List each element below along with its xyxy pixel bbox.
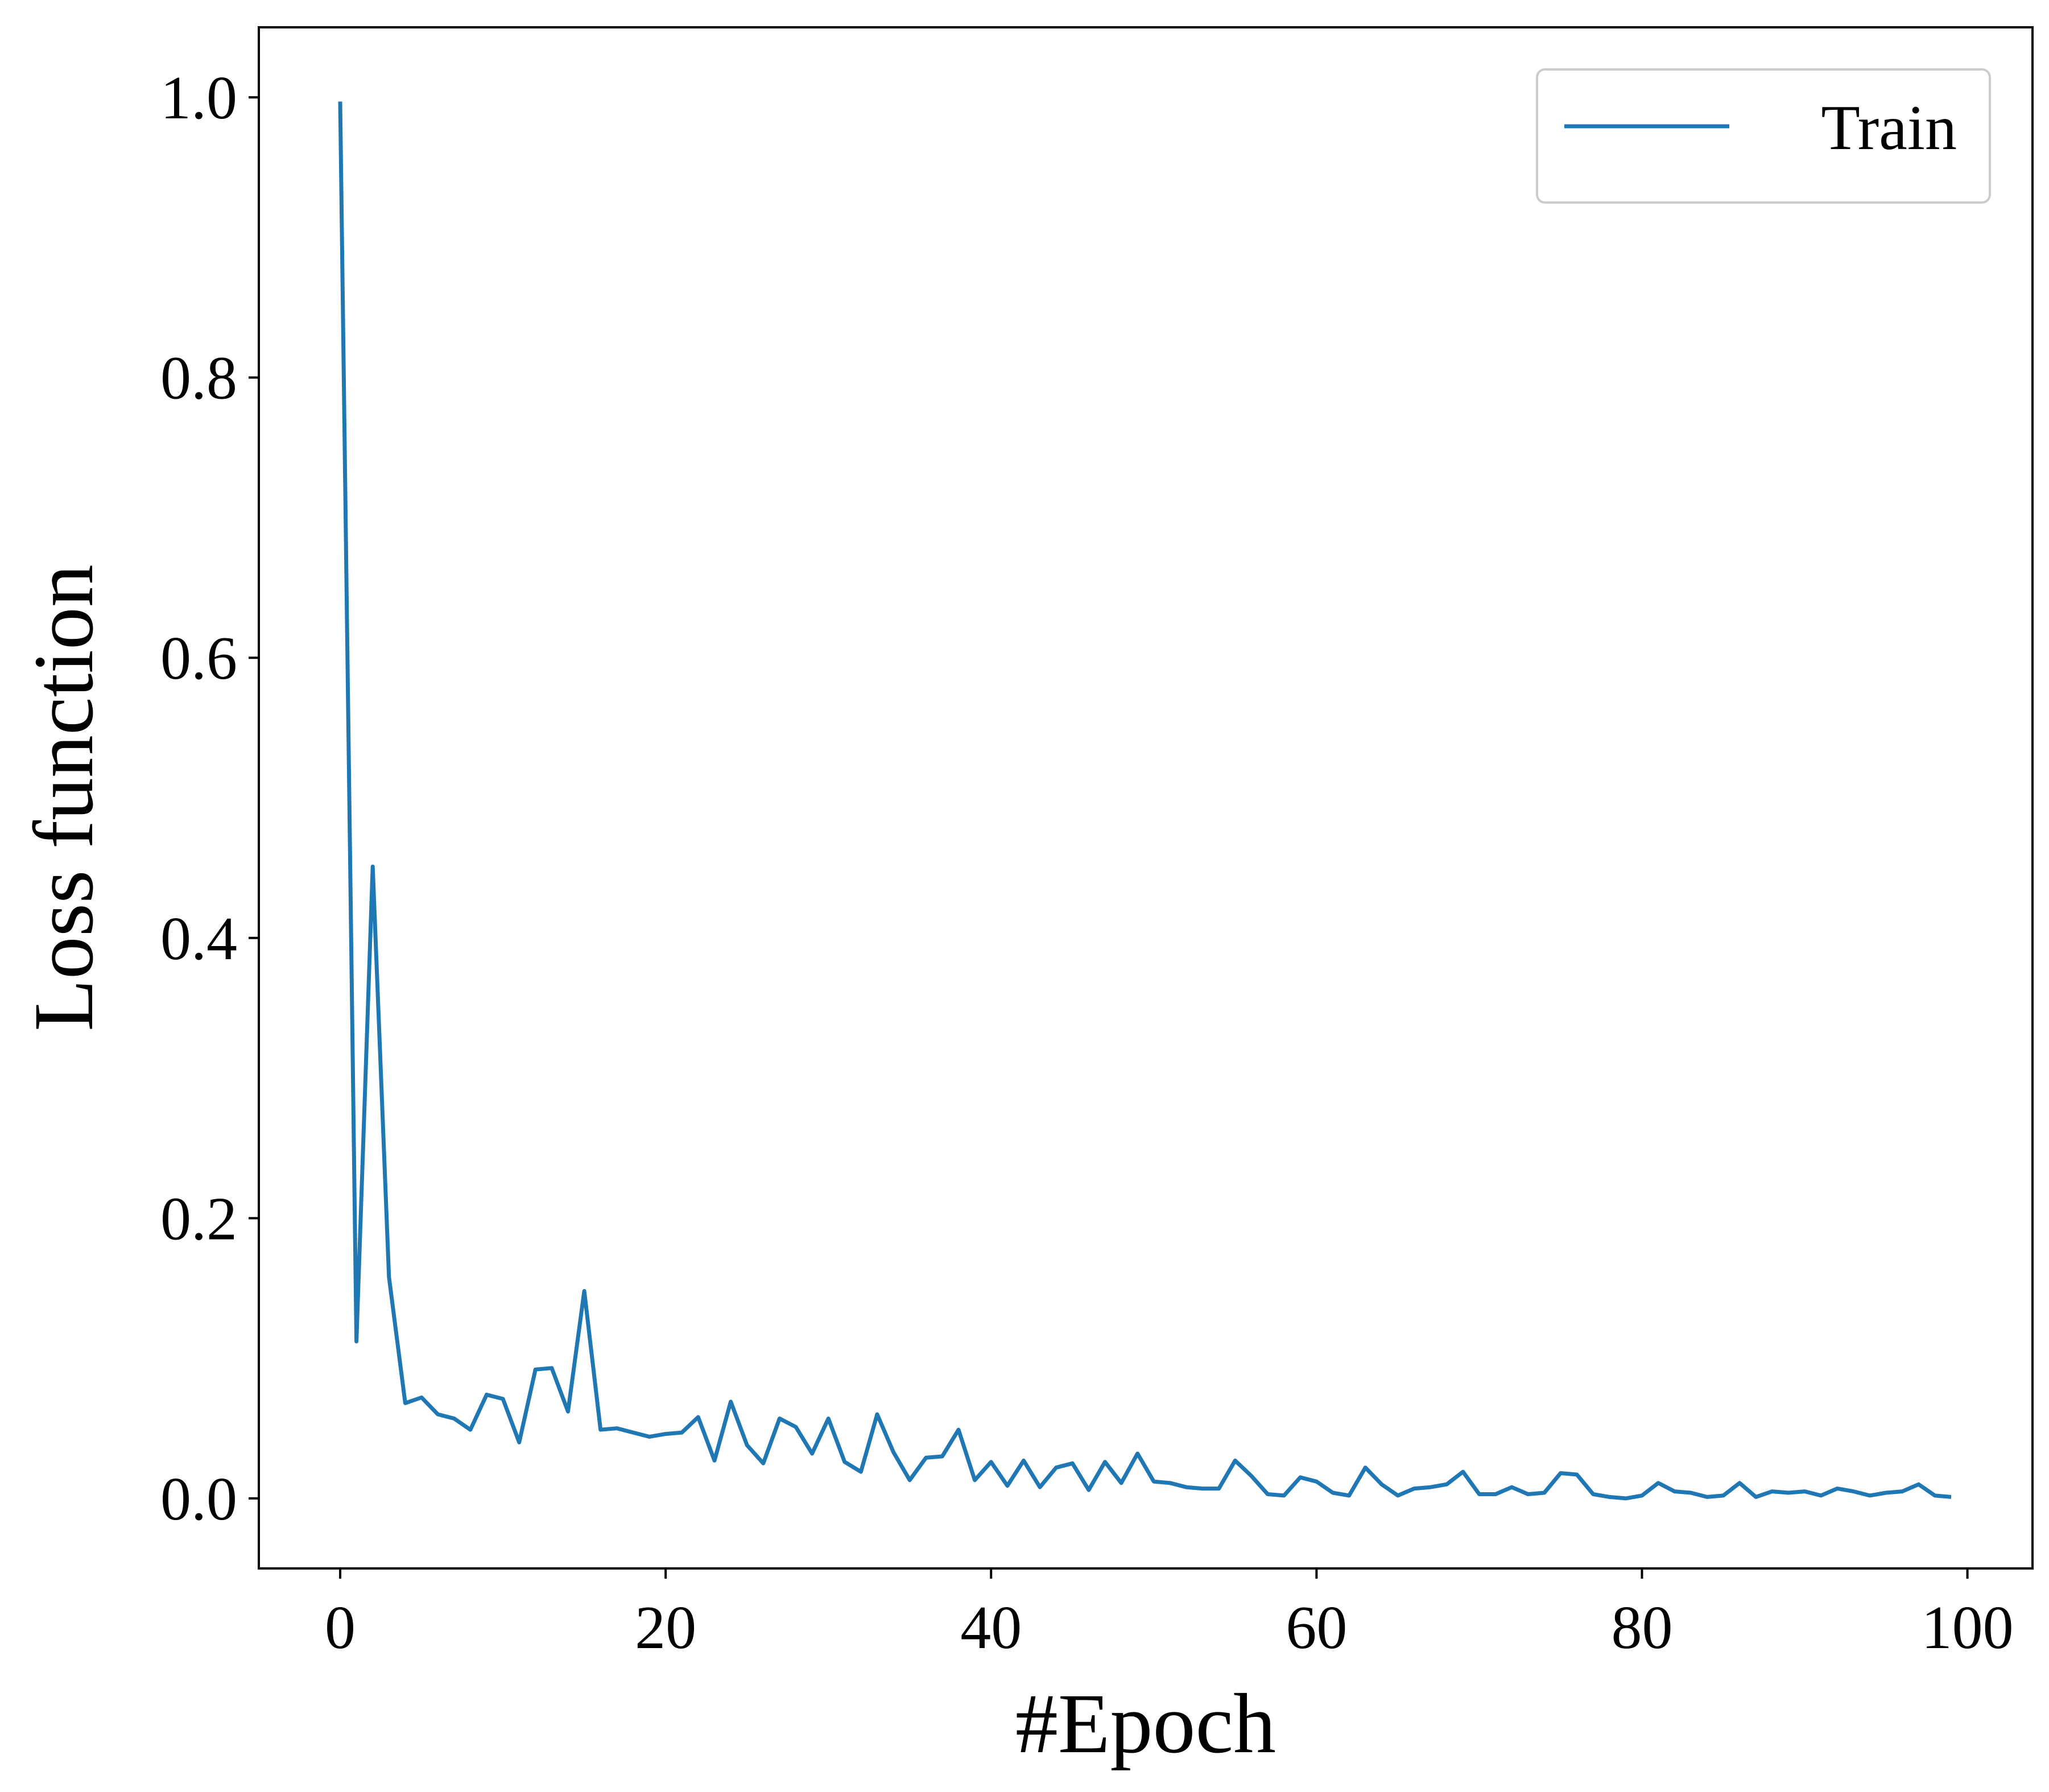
x-tick-label: 80 xyxy=(1611,1594,1672,1662)
x-tick-label: 0 xyxy=(325,1594,356,1662)
x-axis-title: #Epoch xyxy=(1015,1677,1276,1771)
y-axis-title: Loss function xyxy=(16,564,111,1031)
legend-label-train: Train xyxy=(1821,93,1957,163)
axes-frame xyxy=(258,26,2034,1570)
x-tick-label: 60 xyxy=(1286,1594,1347,1662)
legend: Train xyxy=(1536,68,1991,204)
y-tick-label: 0.8 xyxy=(160,345,237,412)
x-tick-label: 20 xyxy=(635,1594,696,1662)
x-tick-label: 100 xyxy=(1922,1594,2014,1662)
y-tick-label: 1.0 xyxy=(160,64,237,132)
y-tick-label: 0.4 xyxy=(160,905,237,973)
y-tick-label: 0.2 xyxy=(160,1185,237,1253)
plot-area xyxy=(338,101,1952,1501)
y-tick-label: 0.6 xyxy=(160,625,237,692)
series-line-train xyxy=(338,101,1952,1501)
y-tick-label: 0.0 xyxy=(160,1465,237,1533)
x-tick-label: 40 xyxy=(960,1594,1022,1662)
legend-box xyxy=(1536,68,1991,204)
axis-ticks: 0 20 40 60 80 100 0.0 0.2 0.4 0.6 0.8 1.0 xyxy=(160,64,2014,1662)
